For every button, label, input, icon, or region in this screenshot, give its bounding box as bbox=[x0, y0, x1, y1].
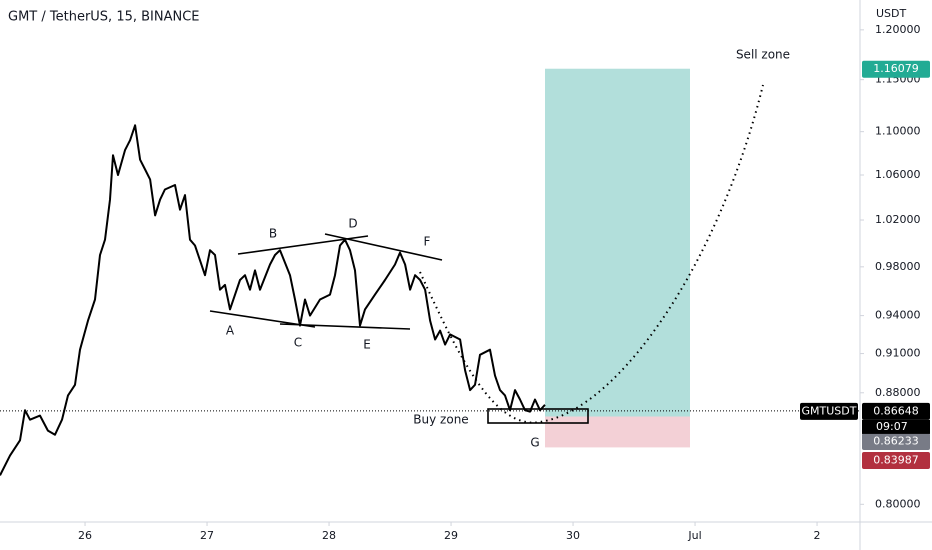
point-label: B bbox=[269, 227, 277, 241]
price-line bbox=[0, 124, 546, 476]
x-tick-label: 29 bbox=[444, 529, 458, 542]
y-tick-label: 0.88000 bbox=[875, 386, 921, 399]
point-label: D bbox=[348, 217, 357, 231]
projection-curve bbox=[419, 84, 764, 424]
stop-zone bbox=[545, 416, 690, 448]
x-tick-label: 30 bbox=[566, 529, 580, 542]
price-label: 1.16079 bbox=[873, 62, 919, 75]
point-label: E bbox=[363, 338, 371, 352]
y-tick-label: 1.06000 bbox=[875, 168, 921, 181]
y-tick-label: 1.10000 bbox=[875, 125, 921, 138]
trend-line bbox=[324, 233, 443, 261]
trend-line bbox=[279, 323, 411, 330]
price-label-box bbox=[862, 60, 930, 78]
y-unit: USDT bbox=[876, 7, 907, 20]
price-label: 0.86233 bbox=[873, 435, 919, 448]
x-tick-label: Jul bbox=[687, 529, 701, 542]
zones bbox=[0, 68, 860, 448]
x-tick-label: 2 bbox=[814, 529, 821, 542]
point-label: G bbox=[530, 436, 539, 450]
y-tick-label: 1.02000 bbox=[875, 213, 921, 226]
price-label: 0.83987 bbox=[873, 454, 919, 467]
price-label-box bbox=[862, 433, 930, 450]
countdown-box bbox=[862, 419, 930, 434]
y-tick-label: 0.98000 bbox=[875, 260, 921, 273]
price-label-box bbox=[862, 402, 930, 420]
y-tick-label: 0.94000 bbox=[875, 309, 921, 322]
y-tick-label: 0.80000 bbox=[875, 497, 921, 510]
pattern-lines bbox=[209, 233, 443, 330]
price-label: 0.86648 bbox=[873, 404, 919, 417]
buy-zone-box bbox=[487, 408, 589, 424]
y-tick-label: 1.20000 bbox=[875, 23, 921, 36]
buy-zone-label: Buy zone bbox=[413, 413, 468, 427]
point-label: A bbox=[226, 324, 235, 338]
point-label: F bbox=[424, 235, 431, 249]
price-label-box bbox=[862, 452, 930, 469]
symbol-tag-box bbox=[800, 402, 858, 420]
target-zone bbox=[545, 68, 690, 417]
countdown: 09:07 bbox=[876, 420, 908, 433]
sell-zone-label: Sell zone bbox=[736, 48, 790, 62]
x-tick-label: 26 bbox=[78, 529, 92, 542]
point-label: C bbox=[294, 336, 302, 350]
x-tick-label: 27 bbox=[200, 529, 214, 542]
symbol-tag: GMTUSDT bbox=[802, 404, 857, 417]
chart-title: GMT / TetherUS, 15, BINANCE bbox=[8, 10, 200, 25]
x-tick-label: 28 bbox=[322, 529, 336, 542]
y-tick-label: 0.91000 bbox=[875, 347, 921, 360]
